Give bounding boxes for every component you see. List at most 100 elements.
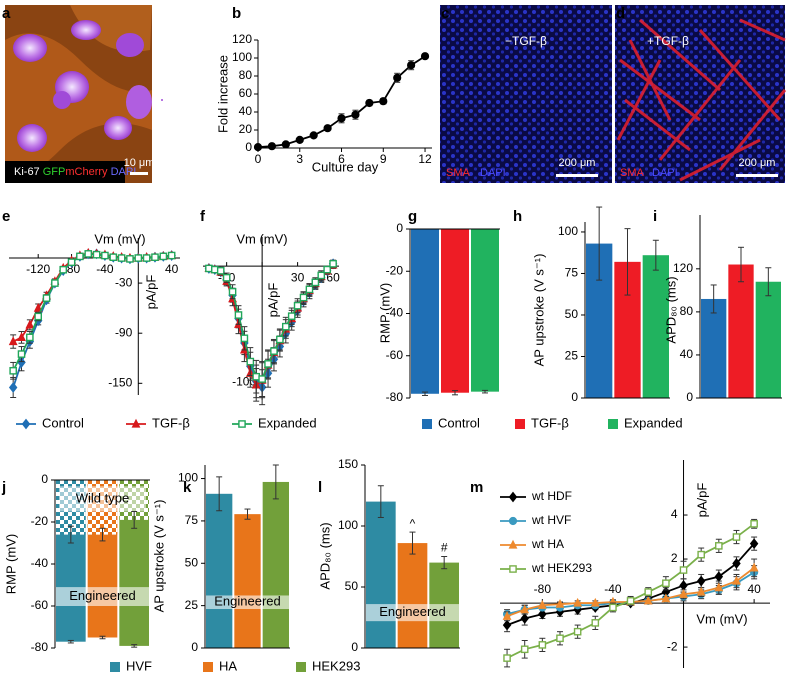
marker bbox=[626, 597, 635, 605]
x-tick-label: -80 bbox=[534, 582, 552, 596]
y-tick-label: -150 bbox=[108, 375, 132, 389]
marker bbox=[253, 143, 263, 152]
marker bbox=[502, 611, 512, 620]
marker bbox=[267, 142, 277, 151]
marker bbox=[42, 294, 51, 302]
stain-label: DAPI bbox=[480, 167, 506, 179]
marker bbox=[238, 420, 246, 428]
y-tick-label: 120 bbox=[673, 261, 693, 275]
legend-label: wt HDF bbox=[531, 489, 572, 503]
y-tick-label: -90 bbox=[115, 325, 133, 339]
y-tick-label: -60 bbox=[386, 348, 404, 362]
label-band bbox=[55, 587, 150, 606]
marker bbox=[329, 259, 337, 268]
marker bbox=[555, 598, 565, 608]
bar bbox=[397, 543, 428, 648]
x-axis-label: Vm (mV) bbox=[236, 231, 287, 246]
legend-label: Control bbox=[438, 415, 480, 430]
marker bbox=[276, 335, 284, 344]
y-tick-label: 100 bbox=[338, 518, 358, 532]
y-tick-label: 0 bbox=[686, 390, 693, 404]
marker bbox=[34, 312, 42, 321]
stain-label: DAPI bbox=[111, 166, 137, 178]
bar bbox=[471, 229, 499, 392]
y-axis-label: pA/pF bbox=[694, 483, 709, 518]
condition-label: +TGF-β bbox=[647, 34, 689, 48]
marker bbox=[76, 252, 84, 261]
marker bbox=[117, 254, 126, 262]
y-axis-label: AP upstroke (V s⁻¹) bbox=[151, 500, 166, 613]
marker bbox=[508, 516, 518, 526]
marker bbox=[299, 293, 308, 302]
x-tick-label: 12 bbox=[418, 152, 432, 166]
x-tick-label: -40 bbox=[96, 262, 114, 276]
bar bbox=[441, 229, 469, 393]
legend-label: Expanded bbox=[624, 415, 683, 430]
marker bbox=[240, 334, 249, 343]
value-annotation: # bbox=[441, 541, 448, 555]
marker bbox=[697, 550, 705, 559]
y-tick-label: 80 bbox=[239, 68, 253, 82]
panel-label: l bbox=[318, 479, 322, 496]
series-label: Engineered bbox=[214, 594, 281, 609]
marker bbox=[520, 613, 529, 624]
marker bbox=[393, 73, 402, 82]
y-tick-label: 25 bbox=[185, 598, 199, 612]
legend-swatch bbox=[422, 419, 432, 429]
stain-legend: Ki-67 GFPmCherry DAPI bbox=[14, 166, 136, 178]
marker bbox=[714, 571, 724, 583]
marker bbox=[508, 491, 518, 503]
y-tick-label: -40 bbox=[31, 556, 49, 570]
panel-label: a bbox=[2, 5, 11, 22]
marker bbox=[662, 579, 670, 588]
marker bbox=[573, 597, 583, 607]
y-tick-label: 25 bbox=[565, 349, 579, 363]
y-tick-label: -80 bbox=[31, 640, 49, 654]
legend-label: wt HEK293 bbox=[531, 561, 592, 575]
x-axis-label: Vm (mV) bbox=[696, 611, 747, 626]
marker bbox=[246, 357, 255, 366]
marker bbox=[8, 336, 18, 346]
label-band bbox=[59, 486, 146, 512]
marker bbox=[679, 566, 688, 574]
marker bbox=[159, 252, 168, 261]
x-tick-label: 40 bbox=[165, 262, 179, 276]
panel-label: k bbox=[183, 479, 192, 496]
y-tick-label: 50 bbox=[565, 307, 579, 321]
y-axis-label: Fold increase bbox=[215, 55, 230, 133]
marker bbox=[17, 332, 26, 341]
marker bbox=[216, 266, 225, 275]
marker bbox=[293, 301, 302, 310]
marker bbox=[520, 645, 529, 654]
bar bbox=[701, 298, 727, 398]
x-tick-label: 6 bbox=[338, 152, 345, 166]
y-tick-label: 0 bbox=[245, 140, 252, 154]
marker bbox=[131, 418, 141, 428]
scale-bar-label: 200 μm bbox=[739, 157, 776, 169]
y-tick-label: 0 bbox=[351, 640, 358, 654]
legend-swatch bbox=[203, 662, 213, 672]
x-axis-label: Vm (mV) bbox=[94, 231, 145, 246]
y-tick-label: 0 bbox=[191, 640, 198, 654]
x-tick-label: -120 bbox=[26, 262, 50, 276]
y-tick-label: 60 bbox=[239, 86, 253, 100]
image-d: +TGF-β SMA DAPI 200 μm bbox=[615, 5, 787, 183]
image-a: Ki-67 GFPmCherry DAPI 10 μm bbox=[5, 5, 163, 183]
panel-label: m bbox=[470, 479, 483, 496]
marker bbox=[556, 634, 564, 643]
y-tick-label: 0 bbox=[41, 472, 48, 486]
x-axis-label: Culture day bbox=[312, 159, 379, 174]
bar bbox=[262, 481, 289, 648]
marker bbox=[25, 319, 35, 329]
y-tick-label: 50 bbox=[345, 579, 359, 593]
panel-label: c bbox=[441, 5, 449, 22]
y-tick-label: 120 bbox=[232, 32, 252, 46]
legend-label: HVF bbox=[126, 658, 152, 673]
marker bbox=[679, 580, 688, 591]
bar bbox=[411, 229, 439, 394]
marker bbox=[714, 582, 724, 592]
y-axis-label: RMP (mV) bbox=[377, 283, 392, 343]
marker bbox=[696, 575, 706, 587]
bar bbox=[642, 255, 669, 398]
y-tick-label: 100 bbox=[178, 471, 198, 485]
